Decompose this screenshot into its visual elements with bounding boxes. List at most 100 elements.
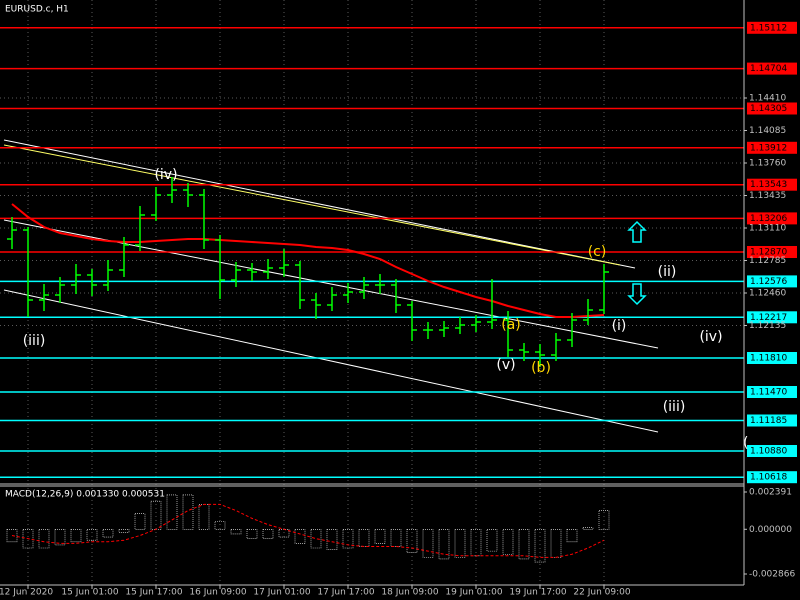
wave-label: (i)	[612, 318, 627, 334]
trend-line	[3, 289, 659, 433]
price-level-box	[747, 141, 797, 154]
y-tick-label: 1.13760	[749, 159, 786, 169]
price-level-box	[747, 414, 797, 427]
x-tick-label: 17 Jun 17:00	[317, 588, 374, 598]
histogram-bar	[22, 528, 34, 549]
price-level-box	[747, 102, 797, 115]
histogram-bar	[166, 494, 178, 530]
price-level-box	[747, 178, 797, 191]
price-level-box	[747, 275, 797, 288]
price-level-box	[747, 62, 797, 75]
wave-label: (iv)	[154, 167, 177, 183]
price-level-label: 1.14704	[750, 64, 787, 74]
wave-label: (iv)	[699, 329, 722, 345]
histogram-bar	[118, 528, 130, 533]
price-level-box	[747, 386, 797, 398]
signal-line	[11, 503, 605, 558]
price-level-label: 1.12217	[750, 313, 787, 323]
price-level-label: 1.13206	[750, 214, 787, 224]
price-level-box	[747, 21, 797, 34]
histogram-bar	[342, 528, 354, 549]
price-level-label: 1.11470	[750, 388, 787, 398]
histogram-bar	[230, 528, 242, 535]
y-tick-label: 1.12135	[749, 321, 786, 331]
histogram-bar	[134, 513, 146, 530]
x-tick-label: 17 Jun 01:00	[253, 588, 310, 598]
x-tick-label: 16 Jun 09:00	[189, 588, 246, 598]
x-tick-label: 15 Jun 01:00	[61, 588, 118, 598]
wave-label: (iii)	[23, 333, 46, 349]
price-level-label: 1.14305	[750, 104, 787, 114]
wave-label: (ii)	[658, 264, 677, 280]
histogram-bar	[550, 528, 562, 558]
histogram-bar	[86, 528, 98, 541]
price-level-box	[747, 471, 797, 484]
price-level-label: 1.11185	[750, 416, 787, 426]
wave-label: (c)	[588, 244, 607, 260]
histogram-bar	[598, 510, 610, 530]
price-level-label: 1.12576	[750, 277, 787, 287]
histogram-bar	[582, 527, 594, 530]
histogram-bar	[390, 528, 402, 547]
trend-line	[3, 144, 621, 266]
histogram-bar	[182, 494, 194, 530]
histogram-bar	[406, 528, 418, 553]
y-tick-label: 0.000000	[749, 525, 792, 535]
histogram-bar	[438, 528, 450, 560]
x-tick-label: 18 Jun 09:00	[381, 588, 438, 598]
x-tick-label: 22 Jun 09:00	[573, 588, 630, 598]
histogram-bar	[470, 528, 482, 557]
histogram-bar	[486, 528, 498, 552]
wave-label: (b)	[531, 360, 551, 376]
price-level-label: 1.12870	[750, 248, 787, 258]
wave-label: (	[743, 435, 748, 451]
price-level-label: 1.15112	[750, 23, 787, 33]
price-level-label: 1.10880	[750, 447, 787, 457]
wave-label: (a)	[501, 317, 521, 333]
price-level-box	[747, 246, 797, 258]
histogram-bar	[54, 528, 66, 546]
price-level-box	[747, 352, 797, 364]
histogram-bar	[6, 528, 18, 543]
chart-title: EURUSD.c, H1	[5, 5, 69, 15]
indicator-title: MACD(12,26,9) 0.001330 0.000531	[5, 490, 165, 500]
histogram-bar	[102, 528, 114, 538]
histogram-bar	[214, 521, 226, 530]
levels: 1.15112 1.14704 1.14305 1.13912 1.13543 1.132…	[0, 21, 797, 484]
histogram-bar	[454, 528, 466, 558]
y-tick-label: 1.13435	[749, 191, 786, 201]
histogram-bar	[38, 528, 50, 549]
y-tick-label: 1.12785	[749, 256, 786, 266]
histogram-bar	[262, 528, 274, 539]
histogram-bar	[518, 528, 530, 560]
price-level-label: 1.13912	[750, 143, 787, 153]
y-tick-label: -0.002866	[749, 570, 795, 580]
histogram-bar	[566, 528, 578, 543]
wave-label: (iii)	[663, 399, 686, 415]
price-level-box	[747, 212, 797, 225]
histogram-bar	[310, 528, 322, 549]
y-tick-label: 1.12460	[749, 289, 786, 299]
x-tick-label: 15 Jun 17:00	[125, 588, 182, 598]
x-tick-label: 19 Jun 01:00	[445, 588, 502, 598]
moving-average	[11, 203, 605, 318]
histogram-bar	[422, 528, 434, 558]
histogram-bar	[294, 528, 306, 544]
histogram-bar	[326, 528, 338, 550]
price-level-box	[747, 445, 797, 457]
wave-label: (v)	[496, 357, 515, 373]
histogram-bar	[374, 528, 386, 544]
histogram-bar	[246, 528, 258, 539]
x-tick-label: 12 Jun 2020	[0, 588, 53, 598]
up-arrow	[627, 220, 647, 243]
price-level-label: 1.13543	[750, 180, 787, 190]
x-tick-label: 19 Jun 17:00	[509, 588, 566, 598]
down-arrow	[627, 283, 647, 306]
trend-line	[3, 139, 636, 269]
y-tick-label: 1.14085	[749, 126, 786, 136]
price-level-label: 1.10618	[750, 473, 787, 483]
price-level-box	[747, 311, 797, 324]
y-tick-label: 1.13110	[749, 224, 786, 234]
